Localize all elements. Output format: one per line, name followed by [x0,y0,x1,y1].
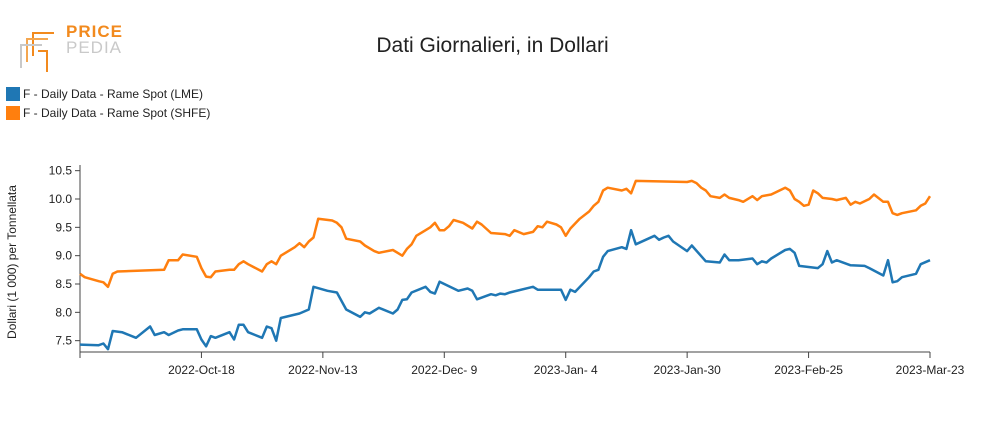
chart-title: Dati Giornalieri, in Dollari [376,34,609,57]
pricepedia-logo: PRICE PEDIA [18,22,128,74]
y-tick-label: 8.5 [55,277,72,291]
y-tick-label: 9.5 [55,220,72,234]
legend-label-shfe: F - Daily Data - Rame Spot (SHFE) [23,105,211,120]
x-tick-label: 2023-Mar-23 [896,363,965,377]
x-tick-label: 2023-Jan- 4 [534,363,598,377]
x-tick-label: 2022-Oct-18 [168,363,235,377]
x-tick-label: 2023-Feb-25 [774,363,843,377]
legend-swatch-shfe [6,105,20,120]
series-line-shfe[interactable] [79,179,932,289]
logo-word-pedia: PEDIA [66,38,123,57]
legend: F - Daily Data - Rame Spot (LME) F - Dai… [6,84,210,122]
legend-item-lme[interactable]: F - Daily Data - Rame Spot (LME) [6,84,210,103]
legend-item-shfe[interactable]: F - Daily Data - Rame Spot (SHFE) [6,103,210,122]
y-tick-label: 7.5 [55,334,72,348]
axes: 7.5 8.0 8.5 9.0 9.5 10.0 10.5 2022-Oct-18 2022-N… [49,164,965,377]
series-lines [79,179,932,351]
series-line-lme[interactable] [79,228,931,351]
x-tick-label: 2022-Dec- 9 [411,363,477,377]
y-tick-label: 10.5 [49,164,73,178]
y-tick-label: 8.0 [55,305,72,319]
logo-word-price: PRICE [66,22,123,41]
legend-label-lme: F - Daily Data - Rame Spot (LME) [23,86,204,101]
y-tick-label: 10.0 [49,192,73,206]
x-tick-label: 2022-Nov-13 [288,363,358,377]
legend-swatch-lme [6,86,20,101]
x-tick-label: 2023-Jan-30 [653,363,721,377]
y-tick-label: 9.0 [55,249,72,263]
logo-mark-icon [20,32,54,72]
